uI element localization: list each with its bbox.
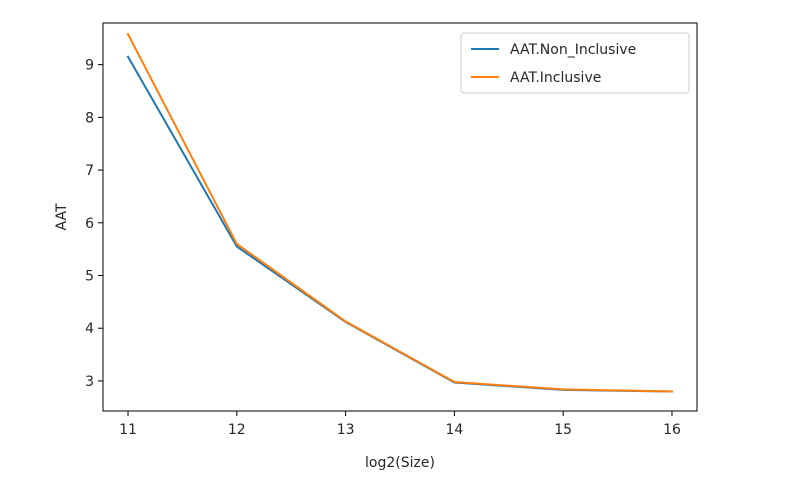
y-tick-label: 7 — [85, 163, 94, 179]
x-tick-label: 12 — [228, 422, 246, 438]
y-tick-label: 4 — [85, 321, 94, 337]
legend-label-1: AAT.Inclusive — [510, 70, 601, 86]
y-axis-label: AAT — [54, 203, 70, 230]
y-tick-label: 8 — [85, 110, 94, 126]
series-line-1 — [126, 32, 674, 393]
y-tick-label: 3 — [85, 374, 94, 390]
x-tick-label: 16 — [663, 422, 681, 438]
x-axis-label: log2(Size) — [365, 455, 435, 471]
legend-frame — [460, 32, 690, 94]
x-tick-label: 13 — [337, 422, 355, 438]
y-tick-label: 6 — [85, 216, 94, 232]
series-layer — [126, 32, 674, 393]
plot-frame — [102, 22, 698, 412]
y-tick-label: 9 — [85, 58, 94, 74]
y-axis: 3 4 5 6 7 8 9 — [85, 58, 103, 390]
x-tick-label: 11 — [119, 422, 137, 438]
x-tick-label: 14 — [445, 422, 463, 438]
legend-label-0: AAT.Non_Inclusive — [510, 42, 636, 58]
y-tick-label: 5 — [85, 269, 94, 285]
x-axis: 11 12 13 14 15 16 — [119, 411, 681, 438]
x-tick-label: 15 — [554, 422, 572, 438]
legend: AAT.Non_Inclusive AAT.Inclusive — [460, 32, 690, 94]
